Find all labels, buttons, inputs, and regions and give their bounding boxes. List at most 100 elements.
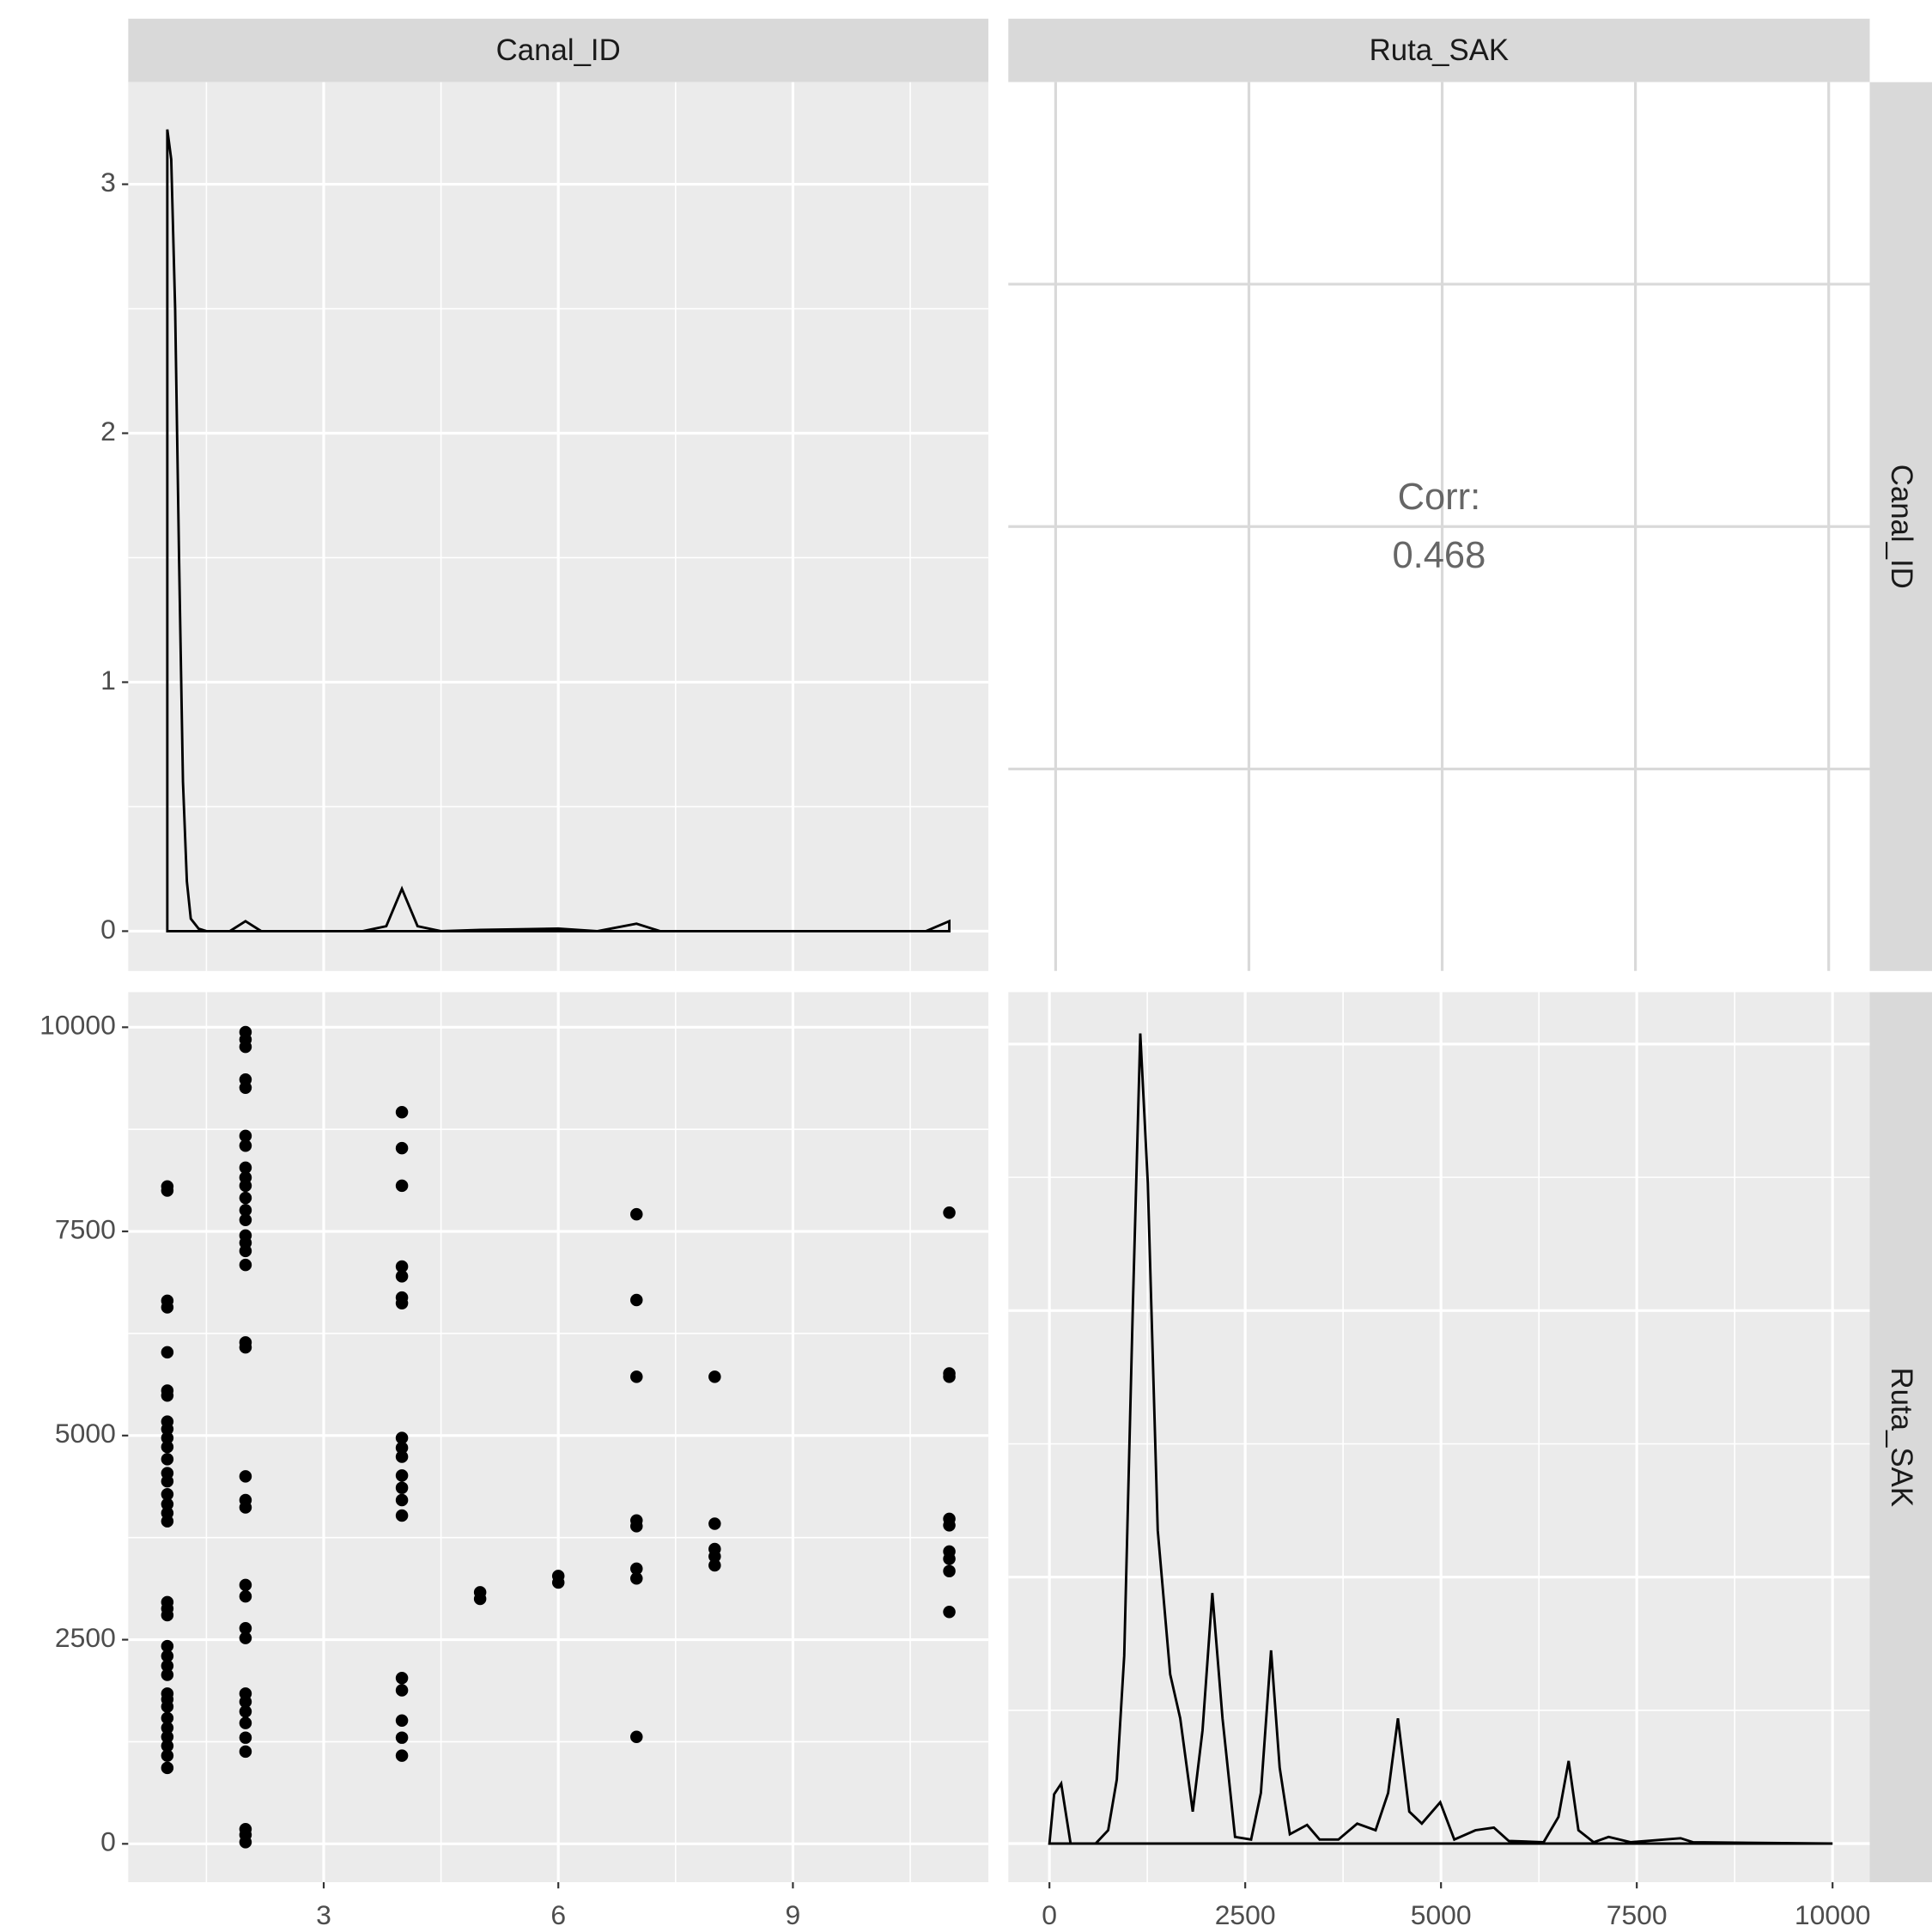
x-tick-label: 2500: [1215, 1899, 1276, 1930]
point: [239, 1745, 252, 1759]
point: [708, 1370, 721, 1383]
point: [395, 1493, 409, 1507]
point: [239, 1578, 252, 1592]
point: [161, 1730, 174, 1743]
point: [239, 1589, 252, 1603]
density-line: [166, 129, 951, 933]
x-tick-label: 10000: [1795, 1899, 1871, 1930]
point: [395, 1450, 409, 1463]
point: [161, 1700, 174, 1713]
strip-label: Canal_ID: [1885, 465, 1917, 589]
point: [239, 1040, 252, 1054]
point: [161, 1711, 174, 1725]
point: [395, 1441, 409, 1455]
point: [395, 1684, 409, 1697]
point: [630, 1520, 643, 1533]
point: [161, 1440, 174, 1454]
point: [630, 1207, 643, 1221]
point: [943, 1552, 956, 1565]
point: [161, 1659, 174, 1673]
panel-background: [1008, 992, 1870, 1883]
strip: [1869, 82, 1932, 971]
x-tick-label: 5000: [1411, 1899, 1472, 1930]
point: [161, 1301, 174, 1314]
point: [239, 1836, 252, 1849]
point: [708, 1550, 721, 1563]
strip: [128, 18, 989, 82]
point: [239, 1244, 252, 1258]
strip: [1869, 992, 1932, 1883]
y-tick-label: 10000: [39, 1010, 116, 1041]
point: [630, 1370, 643, 1383]
corr-value: 0.468: [1392, 535, 1485, 576]
point: [161, 1453, 174, 1466]
point: [943, 1370, 956, 1383]
point: [239, 1470, 252, 1483]
point: [395, 1431, 409, 1444]
point: [239, 1213, 252, 1227]
x-tick-label: 9: [786, 1899, 801, 1930]
point: [943, 1206, 956, 1219]
point: [395, 1731, 409, 1744]
point: [239, 1179, 252, 1193]
point: [395, 1749, 409, 1762]
y-tick-label: 2500: [55, 1622, 116, 1653]
point: [239, 1631, 252, 1644]
point: [161, 1474, 174, 1488]
point: [395, 1481, 409, 1494]
point: [395, 1509, 409, 1522]
x-tick-label: 7500: [1607, 1899, 1668, 1930]
y-tick-label: 2: [100, 416, 116, 447]
point: [239, 1139, 252, 1152]
point: [161, 1498, 174, 1510]
point: [395, 1179, 409, 1193]
point: [239, 1129, 252, 1143]
point: [551, 1576, 565, 1589]
density-line: [1048, 1033, 1833, 1845]
point: [943, 1605, 956, 1619]
point: [239, 1622, 252, 1635]
point: [943, 1519, 956, 1532]
point: [161, 1488, 174, 1501]
corr-label: Corr:: [1398, 477, 1481, 518]
point: [239, 1204, 252, 1217]
point: [630, 1293, 643, 1307]
point: [708, 1517, 721, 1530]
point: [161, 1668, 174, 1681]
point: [630, 1562, 643, 1576]
point: [161, 1388, 174, 1402]
point: [395, 1141, 409, 1155]
y-tick-label: 0: [100, 914, 116, 945]
strip-label: Canal_ID: [496, 34, 621, 67]
point: [239, 1501, 252, 1514]
point: [395, 1105, 409, 1119]
strip: [1008, 18, 1870, 82]
point: [239, 1081, 252, 1094]
x-tick-label: 3: [316, 1899, 331, 1930]
point: [630, 1571, 643, 1585]
point: [239, 1258, 252, 1272]
point: [161, 1722, 174, 1735]
point: [161, 1184, 174, 1197]
y-tick-label: 1: [100, 665, 116, 696]
point: [161, 1422, 174, 1436]
point: [395, 1270, 409, 1283]
point: [239, 1705, 252, 1718]
point: [395, 1714, 409, 1727]
point: [161, 1608, 174, 1622]
point: [239, 1731, 252, 1744]
point: [395, 1297, 409, 1310]
point: [473, 1592, 487, 1606]
point: [161, 1649, 174, 1662]
x-tick-label: 6: [550, 1899, 566, 1930]
point: [161, 1346, 174, 1359]
strip-label: Ruta_SAK: [1885, 1368, 1917, 1507]
point: [239, 1191, 252, 1205]
point: [239, 1340, 252, 1354]
y-tick-label: 5000: [55, 1418, 116, 1449]
point: [161, 1515, 174, 1528]
y-tick-label: 7500: [55, 1214, 116, 1245]
point: [161, 1739, 174, 1753]
